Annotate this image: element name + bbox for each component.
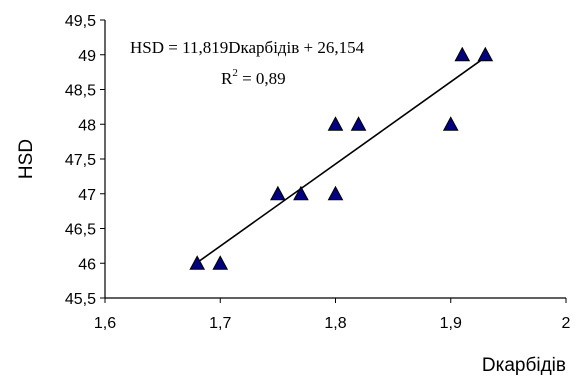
- y-tick-label: 48: [78, 117, 96, 134]
- r-squared-superscript: 2: [232, 67, 238, 79]
- r-squared-prefix: R: [221, 69, 233, 88]
- y-tick-label: 47,5: [65, 152, 96, 169]
- x-tick-label: 1,8: [324, 315, 346, 332]
- trendline-equation: HSD = 11,819Dкарбідів + 26,154: [130, 38, 365, 57]
- r-squared-value: = 0,89: [238, 69, 286, 88]
- y-tick-label: 49: [78, 48, 96, 65]
- r-squared-label: R2 = 0,89: [221, 67, 286, 88]
- y-tick-label: 49,5: [65, 13, 96, 30]
- y-tick-label: 47: [78, 187, 96, 204]
- y-axis-title: HSD: [16, 139, 37, 179]
- data-point-triangle: [189, 255, 206, 270]
- axes: [104, 20, 566, 299]
- data-point-triangle: [327, 185, 344, 201]
- x-tick-label: 1,7: [209, 315, 231, 332]
- x-tick-label: 2: [562, 315, 571, 332]
- data-point-triangle: [212, 255, 229, 270]
- data-point-triangle: [270, 185, 286, 201]
- data-point-triangle: [454, 46, 471, 62]
- data-point-triangle: [477, 46, 494, 62]
- y-tick-label: 46: [78, 256, 96, 273]
- data-point-triangle: [293, 185, 309, 201]
- data-points: [189, 46, 494, 270]
- trendline-group: [196, 56, 486, 264]
- y-ticks: 45,5 46 46,5 47 47,5 48 48,5 49 49,5: [65, 13, 105, 308]
- trendline: [196, 56, 486, 264]
- data-point-triangle: [350, 116, 367, 131]
- x-axis-title: Dкарбідів: [482, 355, 566, 376]
- y-tick-label: 48,5: [65, 83, 96, 100]
- x-tick-label: 1,6: [94, 315, 116, 332]
- x-tick-label: 1,9: [440, 315, 462, 332]
- y-tick-label: 46,5: [65, 222, 96, 239]
- y-tick-label: 45,5: [65, 291, 96, 308]
- data-point-triangle: [442, 116, 459, 131]
- x-ticks: 1,6 1,7 1,8 1,9 2: [94, 298, 571, 332]
- data-point-triangle: [327, 116, 344, 131]
